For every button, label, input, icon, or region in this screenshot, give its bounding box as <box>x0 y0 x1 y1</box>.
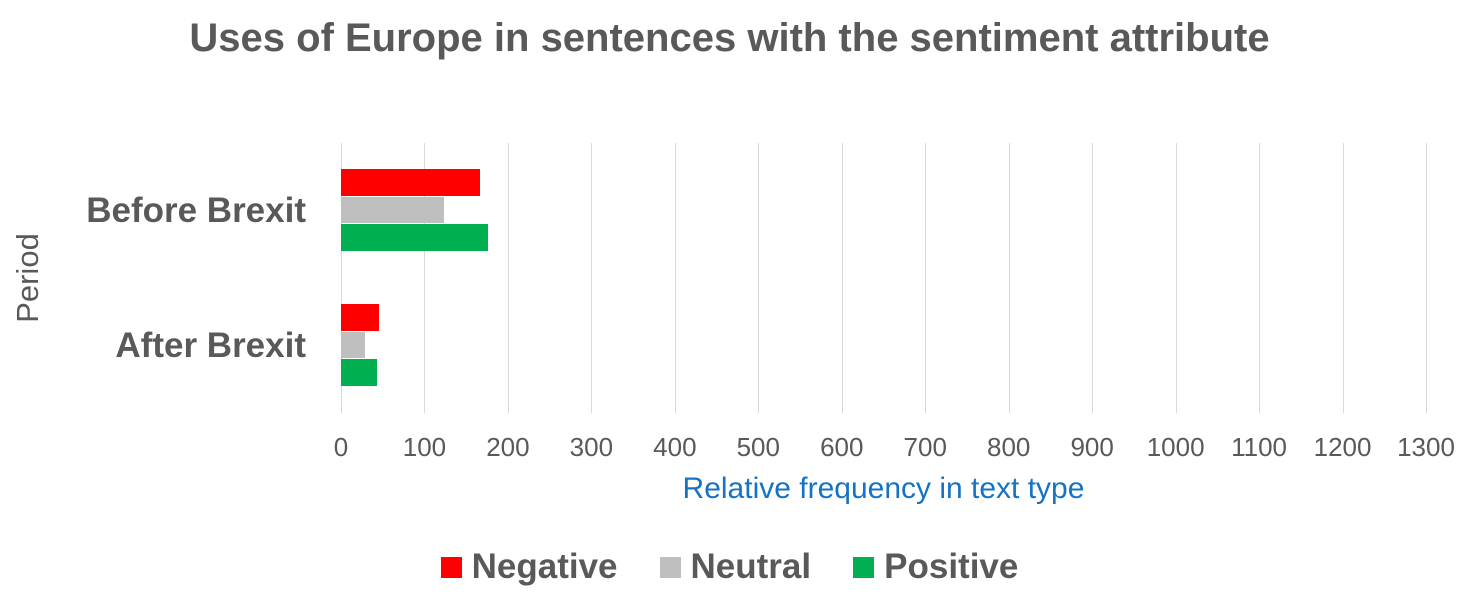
gridline <box>758 143 760 413</box>
legend-swatch <box>440 556 462 578</box>
bar-neutral-after-brexit <box>341 331 366 359</box>
chart-title: Uses of Europe in sentences with the sen… <box>0 14 1459 62</box>
category-label-before-brexit: Before Brexit <box>86 190 306 230</box>
chart-title-text: Uses of Europe in sentences with the sen… <box>189 16 1270 60</box>
x-tick-label: 400 <box>653 432 697 462</box>
x-tick-label: 1200 <box>1313 432 1372 462</box>
bar-neutral-before-brexit <box>341 196 444 224</box>
x-tick-label: 1300 <box>1397 432 1455 462</box>
gridline <box>841 143 843 413</box>
legend-item-negative: Negative <box>440 547 618 587</box>
category-label-after-brexit: After Brexit <box>115 325 306 365</box>
x-tick-label: 0 <box>333 432 349 462</box>
x-tick-label: 800 <box>986 432 1031 462</box>
x-axis-title: Relative frequency in text type <box>682 472 1085 505</box>
gridline <box>1092 143 1094 413</box>
x-axis-ticks: 0 100 200 300 400 500 600 700 800 900 1000 1100 1200… <box>334 432 1455 464</box>
x-tick-label: 600 <box>820 432 864 462</box>
gridline <box>591 143 593 413</box>
gridline <box>925 143 927 413</box>
legend-item-positive: Positive <box>853 547 1018 587</box>
legend-label: Neutral <box>690 547 812 586</box>
bar-positive-after-brexit <box>341 359 377 386</box>
gridline <box>341 143 342 413</box>
x-tick-label: 1100 <box>1231 432 1288 462</box>
legend-swatch <box>659 556 681 578</box>
legend-label: Positive <box>884 547 1019 586</box>
legend-item-neutral: Neutral <box>659 547 812 587</box>
bar-negative-after-brexit <box>341 304 380 331</box>
x-tick-label: 900 <box>1070 432 1114 462</box>
x-tick-label: 500 <box>736 432 780 462</box>
x-tick-label: 100 <box>402 432 447 462</box>
category-labels: Before Brexit After Brexit <box>0 143 312 413</box>
gridline <box>1342 143 1344 413</box>
gridline <box>424 143 426 413</box>
x-tick-label: 700 <box>903 432 947 462</box>
legend-swatch <box>853 556 875 578</box>
x-tick-label: 200 <box>486 432 530 462</box>
gridline <box>674 143 676 413</box>
gridline <box>1008 143 1010 413</box>
gridline <box>1259 143 1261 413</box>
legend: Negative Neutral Positive <box>0 547 1459 587</box>
gridline <box>1175 143 1177 413</box>
gridline <box>1426 143 1427 413</box>
plot-area <box>341 143 1427 413</box>
x-tick-label: 1000 <box>1146 432 1205 462</box>
gridline <box>507 143 509 413</box>
x-tick-label: 300 <box>569 432 614 462</box>
legend-label: Negative <box>471 547 618 586</box>
bar-negative-before-brexit <box>341 169 480 196</box>
bar-positive-before-brexit <box>341 224 488 251</box>
